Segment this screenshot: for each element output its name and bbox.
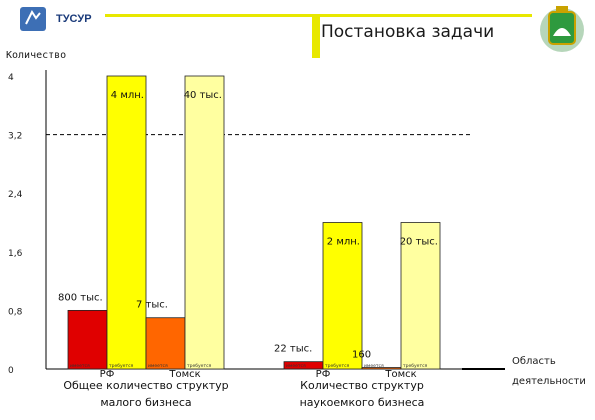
y-tick-label: 4: [8, 73, 14, 83]
region-label: Томск: [168, 369, 200, 380]
bar-status-label: требуется: [187, 363, 212, 369]
bar-value-label: 160: [352, 350, 371, 361]
group-caption-line-2: наукоемкого бизнеса: [300, 396, 425, 409]
group-caption-line-1: Общее количество структур: [63, 379, 228, 392]
bar-value-label: 7 тыс.: [136, 300, 168, 311]
bar: [400, 222, 441, 370]
bar-value-label: 800 тыс.: [58, 292, 103, 303]
y-tick-label: 0: [8, 366, 14, 376]
bar-status-label: имеется: [148, 364, 168, 369]
bar-status-label: имеется: [286, 364, 306, 369]
tusur-logo-icon: [20, 7, 46, 31]
region-label: Томск: [384, 369, 416, 380]
bar: [106, 75, 147, 370]
y-tick-label: 1,6: [8, 249, 23, 259]
y-tick-label: 3,2: [8, 132, 22, 142]
bar-status-label: имеется: [70, 364, 90, 369]
bar-status-label: имеется: [364, 364, 384, 369]
bar: [145, 317, 186, 370]
bar-value-label: 2 млн.: [327, 237, 360, 248]
group-caption-line-2: малого бизнеса: [100, 396, 191, 409]
bar-value-label: 4 млн.: [111, 90, 144, 101]
org-name: ТУСУР: [56, 13, 92, 25]
bar-value-label: 40 тыс.: [184, 90, 222, 101]
title-accent-bar: [312, 14, 320, 58]
bar-value-label: 20 тыс.: [400, 237, 438, 248]
y-axis-label: Количество: [6, 50, 66, 61]
bar: [184, 75, 225, 370]
bar-status-label: требуется: [403, 363, 428, 369]
bar-status-label: требуется: [325, 363, 350, 369]
region-label: РФ: [316, 369, 331, 380]
y-tick-label: 0,8: [8, 307, 23, 317]
bar-status-label: требуется: [109, 363, 134, 369]
tomsk-coat-of-arms-icon: [540, 6, 584, 52]
y-tick-label: 2,4: [8, 190, 23, 200]
page-title: Постановка задачи: [321, 22, 495, 42]
tusur-logo-mark: [25, 10, 41, 25]
region-label: РФ: [100, 369, 115, 380]
x-axis-label-line-1: Область: [512, 356, 556, 367]
bar: [67, 309, 108, 370]
group-caption-line-1: Количество структур: [300, 379, 424, 392]
bar: [322, 222, 363, 370]
x-axis-label-line-2: деятельности: [512, 376, 586, 387]
bar-value-label: 22 тыс.: [274, 344, 312, 355]
